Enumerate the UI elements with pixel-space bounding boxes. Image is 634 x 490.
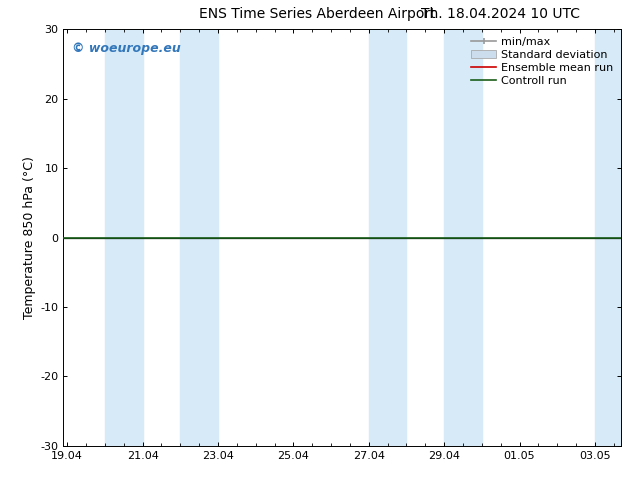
- Bar: [105, 29, 143, 446]
- Bar: [444, 29, 482, 446]
- Text: © woeurope.eu: © woeurope.eu: [72, 42, 181, 55]
- Text: ENS Time Series Aberdeen Airport: ENS Time Series Aberdeen Airport: [198, 7, 436, 22]
- Bar: [180, 29, 218, 446]
- Bar: [369, 29, 406, 446]
- Text: Th. 18.04.2024 10 UTC: Th. 18.04.2024 10 UTC: [422, 7, 580, 22]
- Legend: min/max, Standard deviation, Ensemble mean run, Controll run: min/max, Standard deviation, Ensemble me…: [469, 35, 616, 88]
- Bar: [595, 29, 621, 446]
- Y-axis label: Temperature 850 hPa (°C): Temperature 850 hPa (°C): [23, 156, 36, 319]
